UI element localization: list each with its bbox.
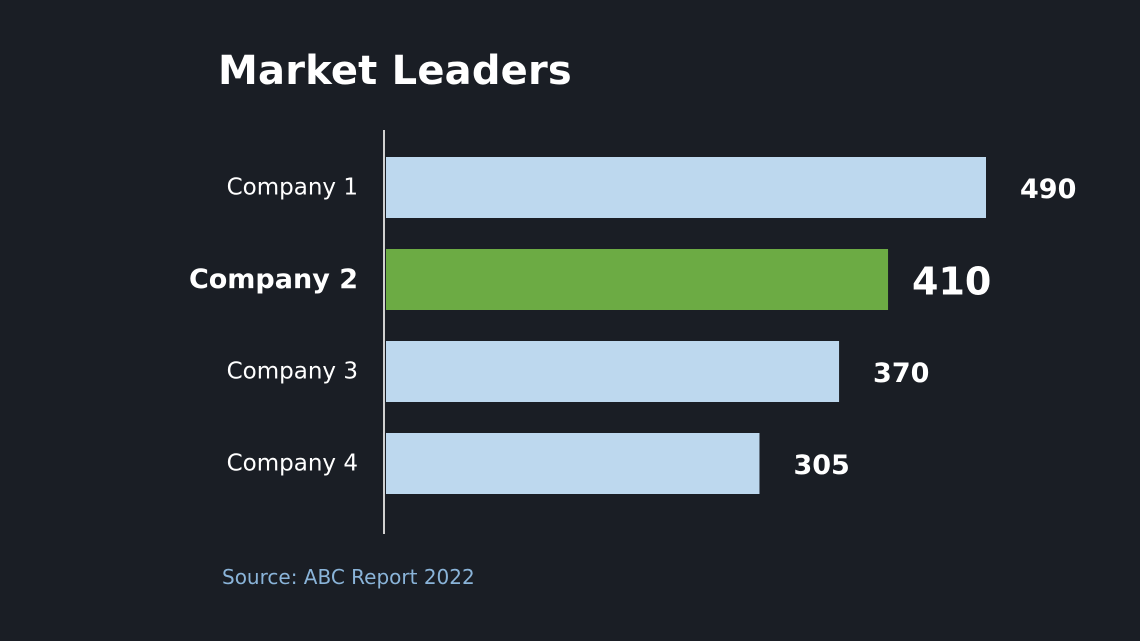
category-label-company-1: Company 1 — [227, 175, 358, 201]
bar-company-2 — [386, 249, 889, 310]
category-label-company-3: Company 3 — [227, 359, 358, 385]
bar-company-3 — [386, 341, 840, 402]
source-note: Source: ABC Report 2022 — [222, 565, 475, 589]
value-label-company-1: 490 — [1020, 174, 1076, 205]
bar-company-1 — [386, 157, 986, 218]
bar-company-4 — [386, 433, 760, 494]
value-label-company-2: 410 — [912, 260, 991, 304]
value-label-company-3: 370 — [873, 358, 929, 389]
category-label-company-4: Company 4 — [227, 451, 358, 477]
category-label-company-2: Company 2 — [189, 264, 358, 295]
value-label-company-4: 305 — [793, 450, 849, 481]
chart-title: Market Leaders — [218, 48, 572, 94]
